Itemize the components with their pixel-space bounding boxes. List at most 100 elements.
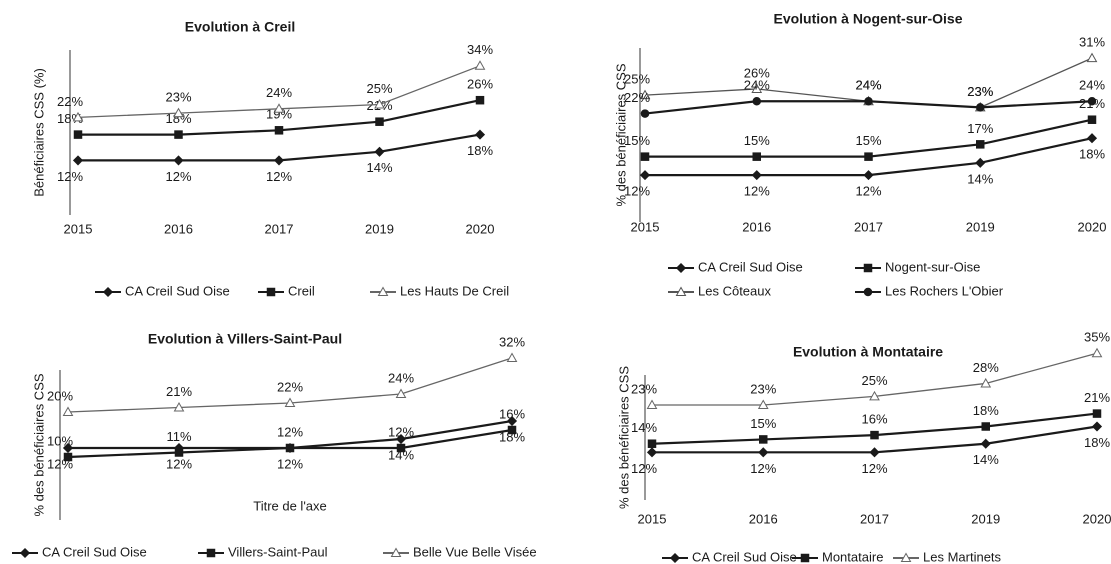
data-label: 24%	[266, 85, 292, 100]
data-point	[62, 442, 74, 454]
data-label: 26%	[467, 77, 493, 92]
data-point	[976, 103, 985, 112]
data-point	[869, 447, 880, 458]
legend-marker	[390, 547, 402, 557]
legend-marker	[800, 553, 810, 563]
data-point	[646, 399, 658, 409]
data-label: 21%	[1084, 390, 1110, 405]
data-label: 22%	[624, 90, 650, 105]
data-label: 16%	[499, 406, 525, 421]
data-point	[758, 447, 769, 458]
data-label: 23%	[165, 90, 191, 105]
chart-title: Evolution à Creil	[185, 19, 295, 35]
data-label: 34%	[467, 42, 493, 57]
data-point	[273, 155, 285, 166]
legend-marker	[669, 552, 681, 564]
data-point	[474, 60, 486, 70]
data-label: 12%	[266, 169, 292, 184]
x-tick-label: 2015	[631, 219, 660, 234]
data-label: 22%	[277, 379, 303, 394]
legend-label: Les Hauts De Creil	[400, 283, 509, 298]
data-label: 18%	[499, 429, 525, 444]
data-point	[1087, 97, 1097, 106]
data-point	[374, 146, 385, 157]
data-point	[980, 377, 992, 388]
data-point	[475, 95, 485, 105]
x-axis-label: Titre de l'axe	[253, 498, 327, 513]
x-tick-label: 2019	[971, 511, 1000, 526]
legend-label: CA Creil Sud Oise	[692, 549, 797, 564]
x-tick-label: 2017	[860, 511, 889, 526]
legend-marker	[19, 547, 31, 559]
data-point	[72, 155, 84, 166]
chart-title: Evolution à Villers-Saint-Paul	[148, 331, 342, 347]
legend-label: Creil	[288, 283, 315, 298]
data-point	[863, 170, 874, 181]
data-label: 32%	[499, 334, 525, 349]
data-label: 24%	[855, 78, 881, 93]
data-label: 12%	[855, 184, 881, 199]
legend-label: Montataire	[822, 549, 883, 564]
data-point	[375, 117, 384, 126]
data-point	[506, 352, 518, 362]
legend-marker	[675, 262, 687, 274]
x-tick-label: 2020	[1078, 219, 1107, 234]
legend-marker	[675, 286, 687, 296]
legend-marker	[102, 286, 114, 298]
chart-title: Evolution à Nogent-sur-Oise	[773, 11, 962, 27]
data-point	[395, 388, 407, 398]
data-label: 14%	[388, 447, 414, 462]
data-point	[975, 157, 986, 168]
data-label: 24%	[855, 78, 881, 93]
data-label: 14%	[631, 420, 657, 435]
data-label: 12%	[861, 461, 887, 476]
x-tick-label: 2015	[64, 221, 93, 236]
data-point	[1091, 421, 1103, 432]
data-label: 23%	[750, 381, 776, 396]
data-point	[1086, 133, 1098, 144]
data-point	[173, 107, 184, 118]
legend-marker	[863, 263, 873, 273]
data-label: 14%	[967, 171, 993, 186]
data-point	[62, 406, 74, 416]
data-point	[506, 415, 518, 427]
data-label: 12%	[277, 424, 303, 439]
data-label: 18%	[467, 143, 493, 158]
legend-label: Les Rochers L'Obier	[885, 283, 1004, 298]
data-point	[63, 452, 73, 462]
data-label: 12%	[57, 169, 83, 184]
chart-title: Evolution à Montataire	[793, 344, 943, 360]
data-label: 22%	[57, 94, 83, 109]
data-point	[869, 390, 880, 401]
legend-label: Belle Vue Belle Visée	[413, 544, 537, 559]
x-tick-label: 2019	[966, 219, 995, 234]
data-label: 15%	[855, 133, 881, 148]
data-label: 15%	[744, 133, 770, 148]
legend-marker	[206, 548, 216, 558]
y-axis-label: % des bénéficiaires CSS	[616, 366, 631, 509]
data-point	[474, 129, 486, 140]
x-tick-label: 2015	[638, 511, 667, 526]
data-point	[864, 97, 873, 106]
data-label: 26%	[744, 65, 770, 80]
legend-marker	[377, 286, 389, 296]
data-label: 23%	[967, 84, 993, 99]
x-tick-label: 2019	[365, 221, 394, 236]
x-tick-label: 2016	[749, 511, 778, 526]
legend-label: CA Creil Sud Oise	[698, 259, 803, 274]
data-point	[751, 83, 763, 93]
x-tick-label: 2016	[164, 221, 193, 236]
data-point	[174, 448, 184, 457]
data-point	[284, 397, 296, 407]
data-point	[759, 435, 768, 444]
data-point	[285, 443, 295, 453]
x-tick-label: 2016	[742, 219, 771, 234]
data-point	[980, 438, 991, 449]
data-label: 21%	[166, 384, 192, 399]
legend-label: CA Creil Sud Oise	[125, 283, 230, 298]
data-label: 17%	[967, 121, 993, 136]
legend-label: Les Côteaux	[698, 283, 771, 298]
data-point	[1087, 115, 1097, 124]
data-point	[752, 97, 761, 106]
data-point	[976, 140, 985, 149]
